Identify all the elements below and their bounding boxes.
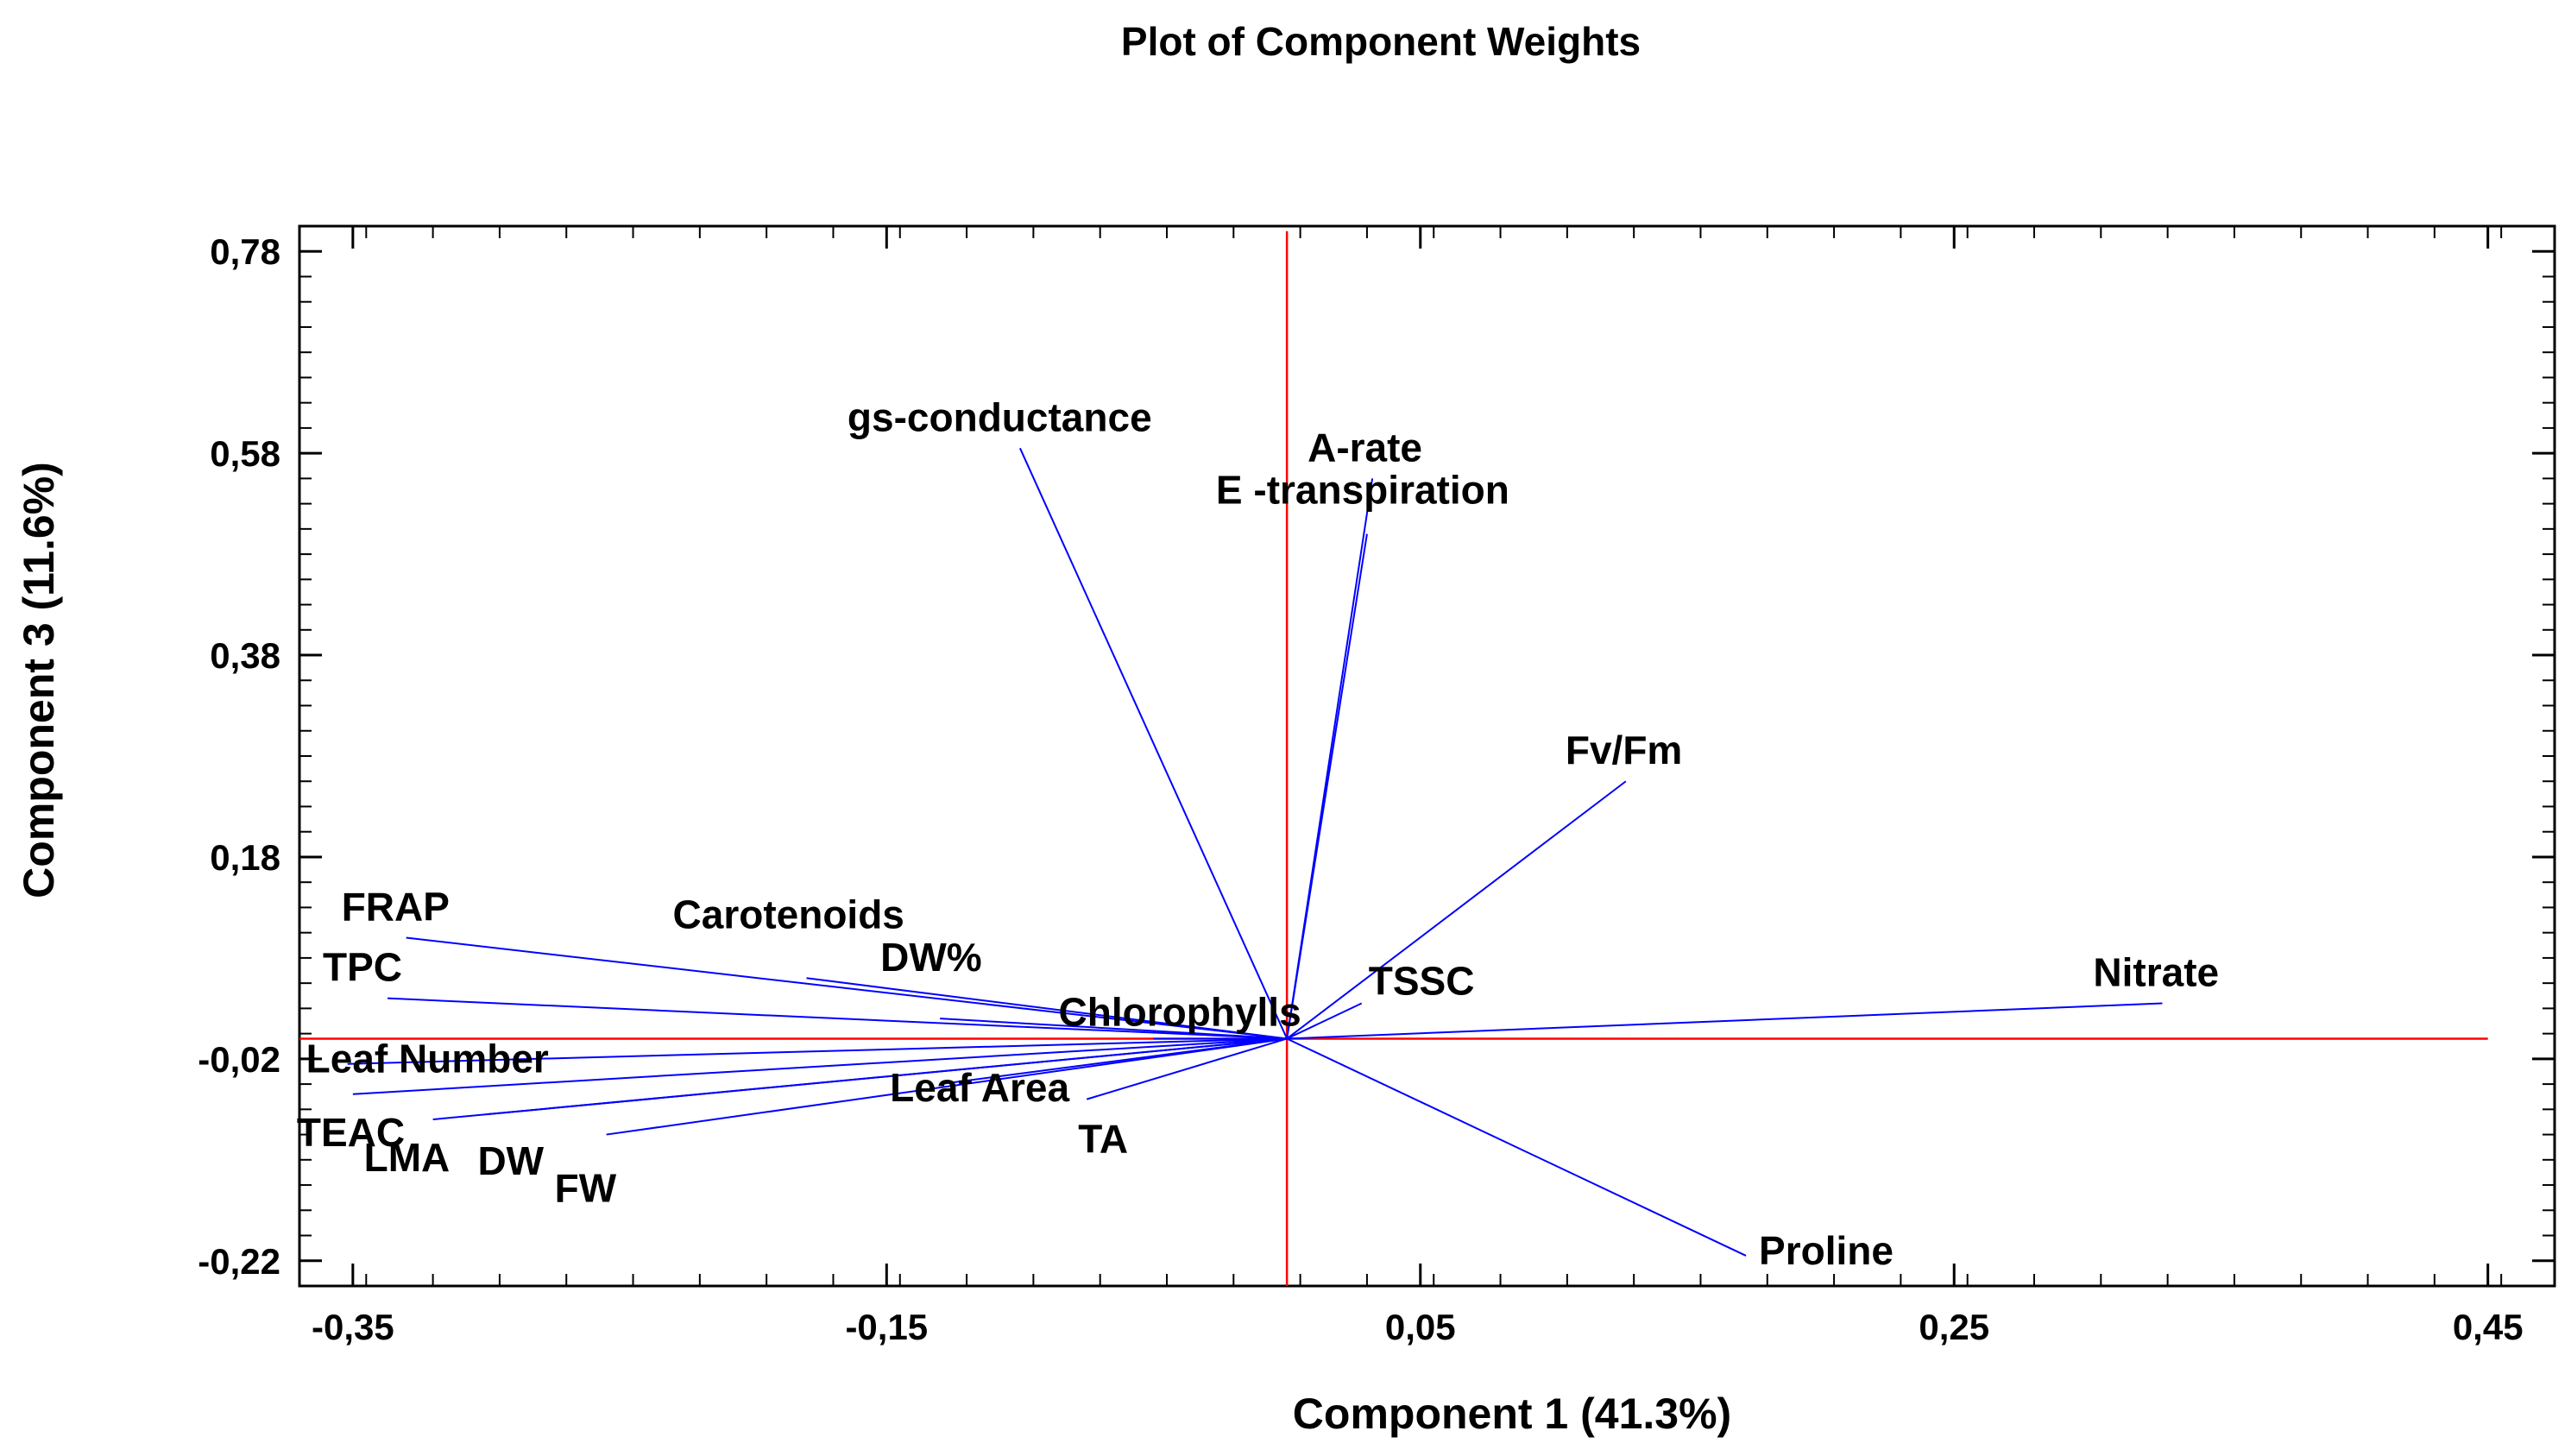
x-axis-label: Component 1 (41.3%) xyxy=(1293,1390,1731,1438)
vector-label: TPC xyxy=(323,945,402,990)
y-tick-label: 0,58 xyxy=(210,433,280,474)
vector-proline xyxy=(1286,1037,1747,1257)
vector-carotenoids xyxy=(806,977,1288,1040)
vector-lines xyxy=(347,447,2163,1257)
chart-title: Plot of Component Weights xyxy=(1121,19,1641,64)
vector-label: FW xyxy=(555,1166,617,1211)
vector-teac xyxy=(352,1037,1288,1095)
vector-label: Chlorophylls xyxy=(1059,989,1301,1034)
vector-dw xyxy=(940,1018,1288,1040)
plot-frame xyxy=(298,224,2556,1288)
y-tick-label: 0,18 xyxy=(210,837,280,878)
vector-label: Nitrate xyxy=(2093,950,2219,995)
y-tick-label: 0,38 xyxy=(210,635,280,676)
vector-label: Proline xyxy=(1759,1228,1894,1273)
vector-label: Carotenoids xyxy=(673,892,904,936)
vector-dw xyxy=(486,1037,1288,1116)
x-tick-label: 0,45 xyxy=(2453,1307,2524,1347)
vector-tssc xyxy=(1286,1002,1363,1040)
vector-fv-fm xyxy=(1286,780,1627,1040)
vector-tpc xyxy=(388,997,1288,1040)
x-tick-label: -0,35 xyxy=(312,1307,394,1347)
vector-label: DW% xyxy=(880,935,982,980)
vector-label: TSSC xyxy=(1369,959,1475,1004)
vector-gs-conductance xyxy=(1019,447,1289,1039)
vector-label: E -transpiration xyxy=(1216,468,1509,513)
y-tick-label: -0,02 xyxy=(198,1039,280,1080)
vector-label: A-rate xyxy=(1308,425,1422,470)
vector-frap xyxy=(406,936,1288,1040)
vector-label: TA xyxy=(1078,1117,1128,1162)
vector-label: DW xyxy=(477,1138,544,1183)
y-axis-label: Component 3 (11.6%) xyxy=(15,462,63,898)
vector-nitrate xyxy=(1287,1002,2163,1040)
tick-labels: -0,35 -0,15 0,05 0,25 0,45 0,78 0,58 0,38 0,18 -0… xyxy=(198,231,2523,1347)
x-tick-label: -0,15 xyxy=(845,1307,928,1347)
vector-leaf-number xyxy=(347,1037,1288,1065)
x-tick-label: 0,25 xyxy=(1919,1307,1989,1347)
vector-label: FRAP xyxy=(342,885,450,930)
vector-e-transpiration xyxy=(1286,533,1368,1039)
vector-label: gs-conductance xyxy=(848,394,1152,439)
vector-ta xyxy=(1086,1037,1288,1100)
reference-lines xyxy=(299,230,2488,1286)
y-tick-label: -0,22 xyxy=(198,1241,280,1282)
vector-label: Leaf Area xyxy=(890,1065,1069,1110)
vector-label: TEAC xyxy=(297,1110,405,1155)
vector-label: Leaf Number xyxy=(306,1037,549,1081)
axis-ticks xyxy=(299,226,2555,1286)
vector-label: LMA xyxy=(364,1135,451,1180)
x-tick-label: 0,05 xyxy=(1385,1307,1456,1347)
y-tick-label: 0,78 xyxy=(210,231,280,272)
vector-label: Fv/Fm xyxy=(1566,728,1682,772)
vector-fw xyxy=(606,1037,1288,1136)
